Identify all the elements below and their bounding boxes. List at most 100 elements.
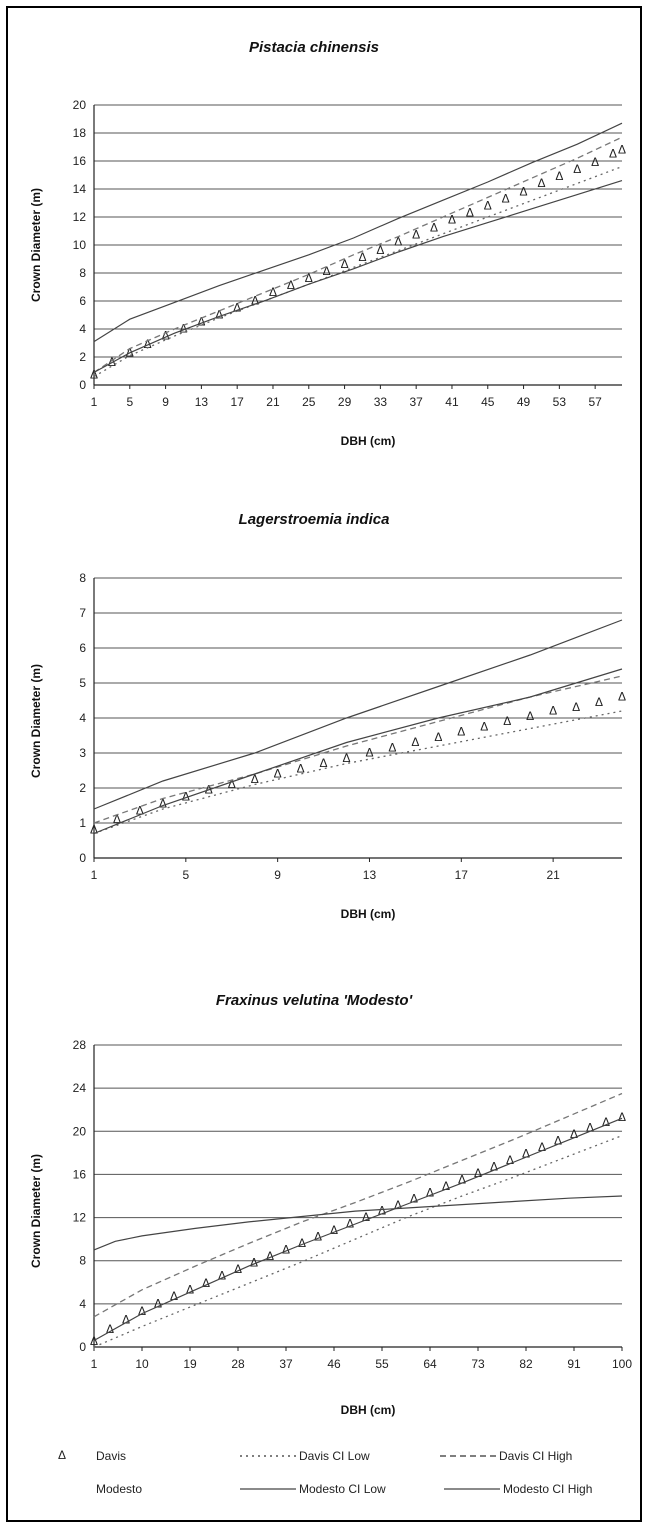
data-point-davis: Δ xyxy=(591,155,599,169)
data-point-davis: Δ xyxy=(503,714,511,728)
legend-item-davis-ci-low: Davis CI Low xyxy=(240,1449,370,1463)
x-tick-label: 13 xyxy=(363,868,377,882)
series-line-davis-ci-high xyxy=(93,1092,623,1318)
chart-title: Pistacia chinensis xyxy=(249,39,379,56)
legend-item-davis: Δ Davis xyxy=(58,1448,126,1463)
legend: Δ Davis Davis CI Low Davis CI High Modes… xyxy=(58,1448,592,1496)
x-tick-label: 5 xyxy=(126,395,133,409)
data-point-davis: Δ xyxy=(154,1296,162,1310)
x-tick-label: 1 xyxy=(91,868,98,882)
data-point-davis: Δ xyxy=(251,772,259,786)
x-tick-label: 28 xyxy=(231,1357,245,1371)
data-point-davis: Δ xyxy=(410,1192,418,1206)
x-tick-label: 49 xyxy=(517,395,531,409)
series-line-modesto-ci-high xyxy=(93,122,623,343)
data-point-davis: Δ xyxy=(618,1110,626,1124)
data-point-davis: Δ xyxy=(378,1204,386,1218)
x-tick-label: 9 xyxy=(274,868,281,882)
x-tick-label: 21 xyxy=(546,868,560,882)
data-point-davis: Δ xyxy=(412,228,420,242)
data-point-davis: Δ xyxy=(282,1242,290,1256)
x-tick-label: 17 xyxy=(455,868,469,882)
data-point-davis: Δ xyxy=(555,169,563,183)
y-tick-label: 4 xyxy=(79,1297,86,1311)
x-tick-label: 29 xyxy=(338,395,352,409)
data-point-davis: Δ xyxy=(442,1179,450,1193)
y-axis-label: Crown Diameter (m) xyxy=(29,664,43,778)
x-axis-label: DBH (cm) xyxy=(341,1403,396,1417)
series-line-modesto-ci-high xyxy=(93,619,623,810)
x-tick-label: 37 xyxy=(409,395,423,409)
data-point-davis: Δ xyxy=(218,1268,226,1282)
y-tick-label: 8 xyxy=(79,571,86,585)
y-tick-label: 20 xyxy=(73,1124,87,1138)
data-point-davis: Δ xyxy=(466,205,474,219)
data-point-davis: Δ xyxy=(426,1185,434,1199)
x-tick-label: 100 xyxy=(612,1357,632,1371)
y-tick-label: 5 xyxy=(79,676,86,690)
y-tick-label: 2 xyxy=(79,350,86,364)
x-tick-label: 53 xyxy=(553,395,567,409)
data-point-davis: Δ xyxy=(458,1172,466,1186)
data-point-davis: Δ xyxy=(365,746,373,760)
data-point-davis: Δ xyxy=(330,1223,338,1237)
x-tick-label: 33 xyxy=(374,395,388,409)
y-tick-label: 7 xyxy=(79,606,86,620)
data-point-davis: Δ xyxy=(233,301,241,315)
data-point-davis: Δ xyxy=(138,1304,146,1318)
y-tick-label: 8 xyxy=(79,1254,86,1268)
data-point-davis: Δ xyxy=(122,1313,130,1327)
y-tick-label: 6 xyxy=(79,641,86,655)
y-axis-label: Crown Diameter (m) xyxy=(29,1154,43,1268)
data-point-davis: Δ xyxy=(186,1282,194,1296)
data-point-davis: Δ xyxy=(448,212,456,226)
y-tick-label: 2 xyxy=(79,781,86,795)
data-point-davis: Δ xyxy=(586,1121,594,1135)
y-tick-label: 18 xyxy=(73,126,87,140)
x-tick-label: 1 xyxy=(91,1357,98,1371)
y-tick-label: 0 xyxy=(79,851,86,865)
y-tick-label: 16 xyxy=(73,154,87,168)
data-point-davis: Δ xyxy=(570,1127,578,1141)
series-line-davis-ci-high xyxy=(93,136,623,373)
data-point-davis: Δ xyxy=(90,823,98,837)
data-point-davis: Δ xyxy=(506,1153,514,1167)
data-point-davis: Δ xyxy=(618,690,626,704)
data-point-davis: Δ xyxy=(430,221,438,235)
series-line-davis-ci-low xyxy=(93,165,623,378)
data-point-davis: Δ xyxy=(305,271,313,285)
data-point-davis: Δ xyxy=(159,796,167,810)
data-point-davis: Δ xyxy=(457,725,465,739)
data-point-davis: Δ xyxy=(274,767,282,781)
x-tick-label: 73 xyxy=(471,1357,485,1371)
data-point-davis: Δ xyxy=(269,285,277,299)
x-axis-label: DBH (cm) xyxy=(341,434,396,448)
y-tick-label: 16 xyxy=(73,1167,87,1181)
y-tick-label: 8 xyxy=(79,266,86,280)
series-line-davis-ci-low xyxy=(93,1134,623,1348)
data-point-davis: Δ xyxy=(266,1249,274,1263)
data-point-davis: Δ xyxy=(358,250,366,264)
data-point-davis: Δ xyxy=(297,761,305,775)
data-point-davis: Δ xyxy=(573,162,581,176)
chart-fraxinus: Fraxinus velutina 'Modesto' DBH (cm) Cro… xyxy=(29,992,632,1417)
y-tick-label: 6 xyxy=(79,294,86,308)
data-point-davis: Δ xyxy=(490,1159,498,1173)
y-tick-label: 14 xyxy=(73,182,87,196)
data-point-davis: Δ xyxy=(251,294,259,308)
x-tick-label: 45 xyxy=(481,395,495,409)
data-point-davis: Δ xyxy=(609,147,617,161)
data-point-davis: Δ xyxy=(346,1217,354,1231)
data-point-davis: Δ xyxy=(618,142,626,156)
x-tick-label: 5 xyxy=(182,868,189,882)
y-axis-label: Crown Diameter (m) xyxy=(29,188,43,302)
data-point-davis: Δ xyxy=(136,803,144,817)
data-point-davis: Δ xyxy=(480,719,488,733)
data-point-davis: Δ xyxy=(388,740,396,754)
data-point-davis: Δ xyxy=(228,777,236,791)
x-tick-label: 25 xyxy=(302,395,316,409)
x-axis-label: DBH (cm) xyxy=(341,907,396,921)
legend-item-modesto-ci-high: Modesto CI High xyxy=(444,1482,592,1496)
chart-title: Fraxinus velutina 'Modesto' xyxy=(216,992,413,1009)
data-point-davis: Δ xyxy=(526,709,534,723)
